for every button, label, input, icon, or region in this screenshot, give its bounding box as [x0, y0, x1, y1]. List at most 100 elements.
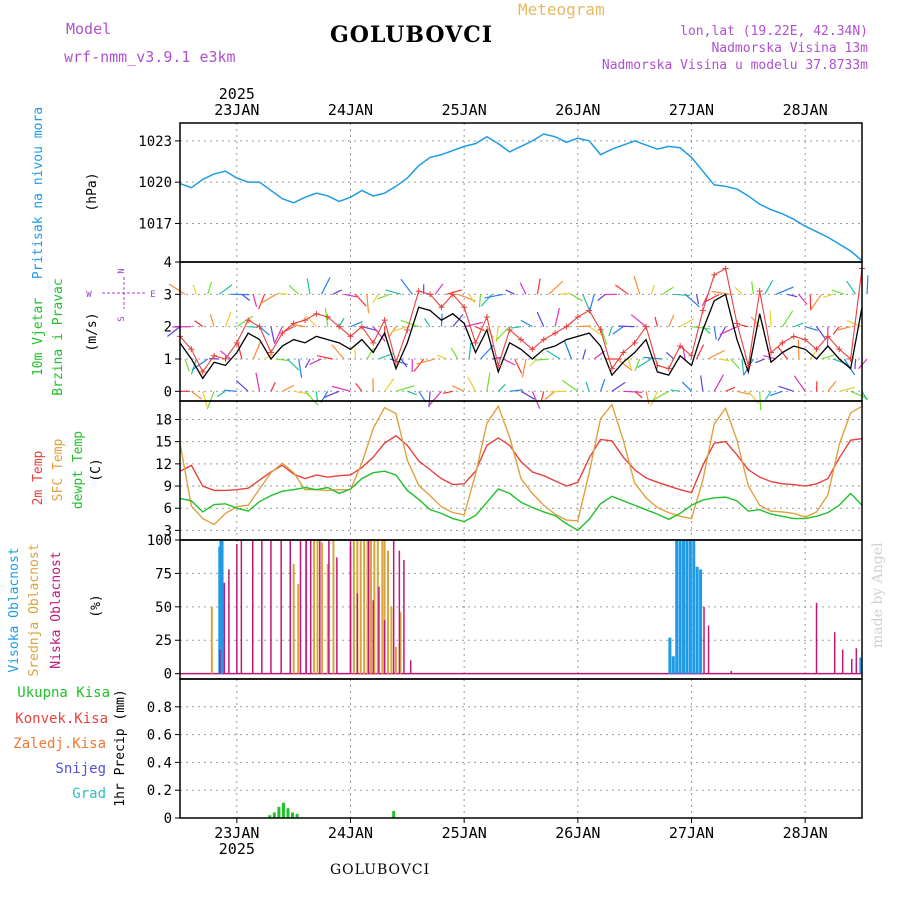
temp2m-line	[179, 434, 863, 494]
wind-arrow	[679, 318, 695, 328]
wind-arrow	[816, 326, 827, 340]
wind-arrow	[561, 379, 579, 392]
wind-arrow	[520, 319, 533, 328]
wind-arrow	[400, 278, 413, 295]
wind-gust-marker	[608, 365, 615, 372]
x-day-label-bottom: 28JAN	[783, 824, 828, 842]
wind-arrow	[366, 347, 375, 360]
wind-arrow	[700, 375, 704, 392]
wind-arrow	[167, 326, 181, 337]
wind-arrow	[241, 293, 251, 301]
wind-arrow	[236, 315, 254, 328]
y-tick-label: 100	[147, 533, 172, 549]
wind-arrow	[258, 294, 266, 310]
wind-arrow	[304, 314, 317, 328]
wind-arrow	[588, 326, 603, 337]
wind-arrow	[306, 278, 311, 295]
wind-gust-marker	[665, 365, 672, 372]
wind-arrow	[270, 326, 275, 343]
wind-arrow	[416, 358, 436, 365]
wind-gust-marker	[654, 362, 661, 369]
footer-station: GOLUBOVCI	[330, 862, 431, 878]
y-tick-label: 15	[155, 435, 172, 451]
pressure-unit: (hPa)	[85, 172, 100, 211]
y-tick-label: 75	[155, 566, 172, 582]
wind-arrow	[520, 390, 536, 400]
panel-frame	[179, 539, 863, 680]
wind-arrow	[704, 293, 720, 303]
wind-arrow	[366, 294, 370, 314]
y-tick-label: 12	[155, 457, 172, 473]
wind-arrow	[350, 321, 363, 328]
wind-arrow	[673, 293, 690, 297]
wind-arrow	[787, 293, 798, 298]
wind-gust-marker	[802, 336, 809, 343]
y-tick-label: 1020	[138, 175, 172, 191]
wind-arrow	[497, 383, 506, 392]
wind-gust-marker	[768, 349, 775, 356]
wind-arrow	[361, 326, 378, 332]
wind-speed-line	[179, 293, 863, 380]
wind-gust-marker	[529, 346, 536, 353]
wind-gust-marker	[438, 304, 445, 311]
wind-arrow	[480, 293, 493, 307]
precip-bar	[281, 802, 285, 818]
wind-arrow	[388, 326, 397, 338]
wind-arrow	[273, 326, 283, 345]
wind-arrow	[298, 358, 303, 378]
wind-gust-marker	[267, 349, 274, 356]
wind-arrow	[338, 317, 345, 327]
wind-arrow	[540, 391, 545, 402]
wind-gust-marker	[336, 323, 343, 330]
wind-arrow	[385, 289, 402, 295]
wind-arrow	[809, 294, 812, 311]
wind-gust-marker	[245, 317, 252, 324]
wind-gust-marker	[790, 333, 797, 340]
wind-arrow	[505, 289, 515, 295]
wind-arrow	[248, 326, 259, 328]
wind-arrow	[355, 383, 363, 392]
wind-gust-marker	[631, 339, 638, 346]
x-day-label-top: 28JAN	[783, 101, 828, 119]
wind-arrow	[372, 326, 386, 342]
compass-north: N	[117, 268, 127, 273]
y-tick-label: 25	[155, 633, 172, 649]
wind-arrow	[861, 391, 868, 401]
wind-gust-marker	[347, 333, 354, 340]
sfctemp-label: SFC Temp	[51, 439, 66, 502]
wind-arrow	[452, 385, 465, 392]
wind-arrow	[736, 390, 750, 395]
wind-arrow	[691, 326, 711, 330]
wind-arrow	[184, 358, 190, 372]
wind-arrow	[681, 381, 692, 392]
wind-arrow	[252, 294, 258, 308]
pressure-title: Pritisak na nivou mora	[31, 107, 46, 279]
wind-arrow	[597, 293, 606, 301]
wind-gust-marker	[597, 326, 604, 333]
y-tick-label: 0.6	[147, 728, 172, 744]
wind-arrow	[331, 385, 351, 392]
wind-arrow	[519, 282, 527, 295]
wind-gust-marker	[358, 323, 365, 330]
sfctemp-line	[179, 403, 863, 526]
wind-gust-marker	[483, 313, 490, 320]
wind-arrow	[377, 293, 390, 300]
x-day-label-top: 27JAN	[669, 101, 714, 119]
wind-arrow	[734, 286, 743, 295]
wind-arrow	[235, 380, 249, 392]
wind-gust-marker	[222, 355, 229, 362]
wind-arrow	[509, 389, 523, 392]
wind-arrow	[216, 390, 226, 398]
wind-arrow	[866, 275, 869, 295]
wind-gust-marker	[233, 339, 240, 346]
wind-arrow	[781, 310, 794, 327]
wind-arrow	[645, 391, 650, 405]
wind-arrow	[775, 286, 794, 295]
wind-arrow	[711, 290, 731, 295]
wind-gust-marker	[836, 346, 843, 353]
wind-arrow	[332, 289, 343, 295]
wind-arrow	[831, 289, 845, 295]
wind-arrow	[514, 358, 523, 374]
wind-arrow	[670, 389, 681, 392]
